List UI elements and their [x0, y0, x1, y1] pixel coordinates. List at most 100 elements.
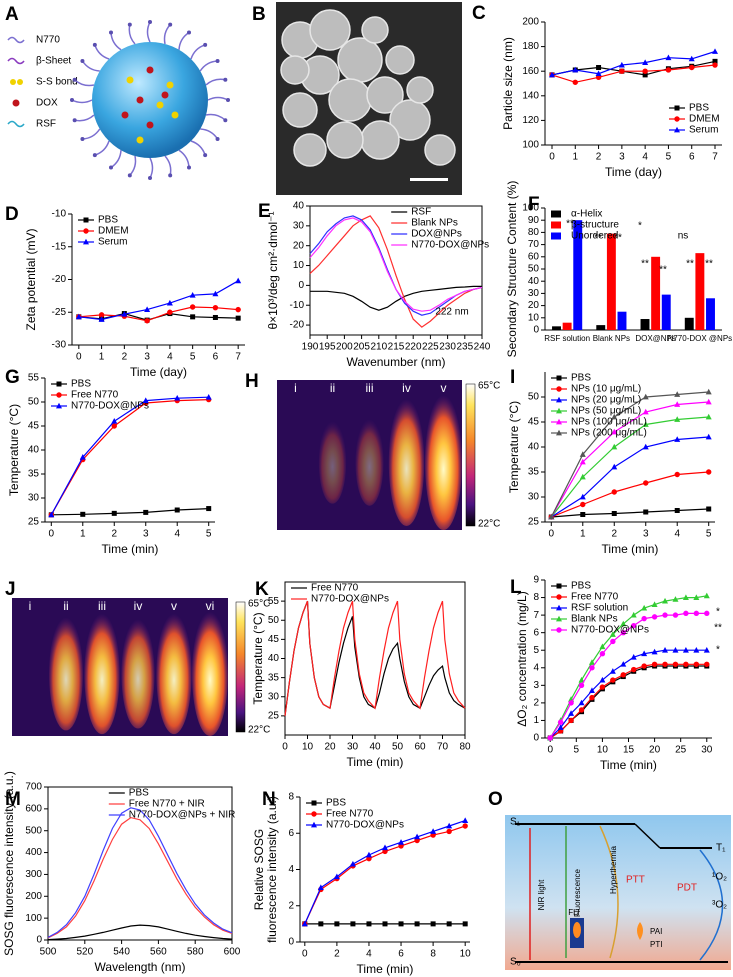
sample-label: i	[294, 381, 297, 395]
n770-head	[226, 98, 230, 102]
diagram-label: ³O₂	[712, 900, 727, 911]
marker	[693, 661, 700, 667]
cargo	[136, 136, 144, 144]
n770-chain	[164, 155, 172, 176]
marker	[641, 604, 648, 611]
marker	[642, 59, 649, 65]
y-tick-label: 40	[293, 201, 305, 212]
y-tick-label: 7	[533, 610, 539, 621]
marker	[674, 391, 681, 397]
y-tick-label: 6	[288, 828, 294, 839]
x-tick-label: 3	[643, 529, 649, 540]
legend-label: Free N770	[311, 583, 359, 594]
n770-head	[109, 165, 113, 170]
n770-chain	[207, 96, 229, 101]
marker	[189, 304, 196, 310]
marker	[674, 126, 680, 133]
thermal-glow	[425, 395, 462, 530]
x-axis-label: Time (min)	[347, 755, 404, 769]
marker	[693, 647, 700, 653]
sem-particle	[406, 76, 434, 104]
diagram-label: S₀	[510, 957, 521, 968]
marker	[704, 661, 710, 667]
y-tick-label: -30	[52, 340, 67, 351]
y-tick-label: 2	[533, 698, 539, 709]
x-tick-label: RSF solution	[544, 334, 590, 343]
sem-particle	[326, 121, 364, 159]
n770-head	[80, 137, 85, 141]
marker	[56, 381, 62, 387]
x-axis-label: Time (min)	[600, 758, 657, 772]
sample-label: i	[29, 599, 32, 613]
cargo	[146, 66, 154, 74]
marker	[205, 394, 212, 400]
x-axis-label: Time (day)	[130, 365, 187, 379]
x-tick-label: 0	[549, 529, 555, 540]
data-line	[309, 215, 483, 328]
marker	[56, 402, 62, 409]
marker	[430, 828, 437, 834]
n770-head	[215, 59, 220, 63]
x-tick-label: 30	[347, 742, 359, 753]
x-tick-label: 0	[302, 949, 308, 960]
marker	[143, 509, 149, 515]
n770-head	[148, 20, 152, 24]
legend-label: RSF solution	[571, 603, 628, 614]
data-line	[284, 600, 466, 716]
data-line	[549, 649, 707, 739]
annotation: **	[594, 233, 602, 244]
marker	[712, 58, 718, 64]
y-tick-label: 1	[533, 715, 539, 726]
n770-head	[223, 77, 228, 82]
y-tick-label: 200	[25, 891, 42, 902]
marker	[556, 396, 562, 403]
annotation: *	[716, 645, 720, 656]
marker	[83, 238, 89, 245]
legend-swatch	[551, 221, 561, 229]
marker	[674, 401, 681, 407]
y-tick-label: 100	[522, 203, 539, 214]
data-line	[47, 816, 233, 939]
legend-icon	[7, 36, 25, 44]
n770-chain	[81, 60, 100, 72]
y-tick-label: 30	[28, 493, 40, 504]
x-tick-label: 50	[392, 742, 404, 753]
n770-chain	[146, 21, 151, 43]
marker	[620, 672, 626, 678]
marker	[556, 407, 562, 414]
marker	[111, 423, 117, 429]
panel-label: C	[472, 3, 486, 24]
marker	[568, 700, 574, 706]
marker	[382, 844, 388, 851]
legend-label: PBS	[571, 373, 591, 384]
marker	[83, 228, 89, 234]
n770-chain	[178, 31, 190, 50]
y-tick-label: 50	[528, 264, 540, 275]
panel-label: N	[262, 789, 276, 810]
legend-label: β-Sheet	[36, 56, 71, 67]
annotation: *	[716, 607, 720, 618]
x-tick-label: 195	[319, 342, 336, 353]
marker	[206, 506, 212, 512]
diagram-label: S₁	[510, 817, 521, 828]
annotation: **	[705, 259, 713, 270]
n770-head	[203, 153, 208, 158]
x-tick-label: 5	[666, 152, 672, 163]
legend-label: RSF	[411, 207, 431, 218]
scale-min: 22°C	[478, 519, 500, 530]
marker	[611, 489, 617, 495]
x-tick-label: 0	[49, 529, 55, 540]
marker	[167, 309, 173, 315]
marker	[235, 306, 241, 313]
legend-label: Free N770	[571, 592, 619, 603]
marker	[556, 583, 562, 589]
bar	[606, 233, 616, 330]
marker	[611, 463, 618, 470]
sample-label: v	[441, 381, 447, 395]
legend-icon	[12, 99, 20, 107]
data-line	[47, 924, 233, 941]
marker	[311, 811, 317, 817]
n770-chain	[110, 32, 122, 51]
marker	[588, 687, 595, 693]
y-tick-label: 6	[533, 627, 539, 638]
